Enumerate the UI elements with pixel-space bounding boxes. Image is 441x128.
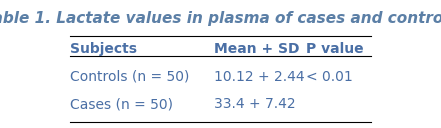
Text: Cases (n = 50): Cases (n = 50): [71, 97, 173, 111]
Text: Controls (n = 50): Controls (n = 50): [71, 70, 190, 84]
Text: 10.12 + 2.44: 10.12 + 2.44: [214, 70, 305, 84]
Text: Mean + SD: Mean + SD: [214, 42, 300, 56]
Text: < 0.01: < 0.01: [306, 70, 353, 84]
Text: Subjects: Subjects: [71, 42, 138, 56]
Text: 33.4 + 7.42: 33.4 + 7.42: [214, 97, 296, 111]
Text: P value: P value: [306, 42, 364, 56]
Text: Table 1. Lactate values in plasma of cases and controls: Table 1. Lactate values in plasma of cas…: [0, 11, 441, 26]
